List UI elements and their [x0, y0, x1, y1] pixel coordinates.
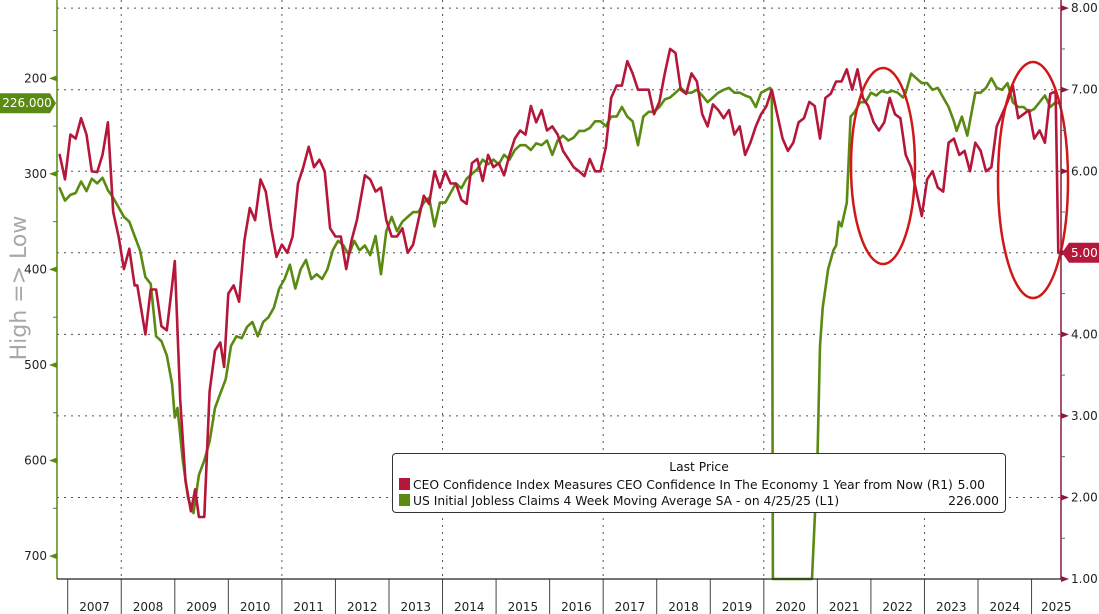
- left-tick-label: 300: [24, 167, 47, 181]
- year-label: 2009: [186, 600, 217, 614]
- right-tick-label: 2.00: [1071, 490, 1098, 504]
- year-label: 2008: [133, 600, 164, 614]
- year-label: 2019: [722, 600, 753, 614]
- right-tick-marker: [1061, 86, 1069, 93]
- year-label: 2011: [293, 600, 324, 614]
- left-last-value-text: 226.000: [2, 96, 52, 110]
- year-label: 2012: [347, 600, 378, 614]
- year-label: 2007: [79, 600, 110, 614]
- right-tick-marker: [1061, 168, 1069, 175]
- year-label: 2016: [561, 600, 592, 614]
- year-label: 2014: [454, 600, 485, 614]
- right-tick-marker: [1061, 412, 1069, 419]
- annotation-ellipse-2025: [996, 60, 1070, 300]
- year-dividers: [67, 579, 1033, 614]
- legend-swatch-ceo-confidence: [399, 478, 410, 490]
- year-label: 2017: [615, 600, 646, 614]
- year-label: 2024: [990, 600, 1021, 614]
- left-tick-label: 200: [24, 71, 47, 85]
- year-label: 2021: [829, 600, 860, 614]
- right-tick-label: 6.00: [1071, 164, 1098, 178]
- legend-label-ceo-confidence: CEO Confidence Index Measures CEO Confid…: [413, 478, 953, 492]
- year-label: 2010: [240, 600, 271, 614]
- left-tick-marker: [49, 553, 57, 560]
- last-value-badges: 226.000 5.00: [0, 93, 1099, 263]
- year-label: 2015: [508, 600, 539, 614]
- left-tick-label: 700: [24, 549, 47, 563]
- right-tick-label: 3.00: [1071, 409, 1098, 423]
- legend-value-ceo-confidence: 5.00: [957, 478, 985, 492]
- left-last-value-badge: [0, 93, 56, 114]
- legend-entry-ceo-confidence: CEO Confidence Index Measures CEO Confid…: [399, 477, 999, 493]
- year-label: 2018: [668, 600, 699, 614]
- right-tick-marker: [1061, 576, 1069, 582]
- right-axis-ticks: 1.00 2.00 3.00 4.00 6.00 7.00 8.00: [1061, 1, 1098, 586]
- series-layer: [58, 47, 1060, 581]
- left-axis-ticks: 200 300 400 500 600 700: [24, 30, 57, 563]
- axes: [56, 0, 1062, 580]
- left-tick-marker: [49, 75, 57, 82]
- legend-title: Last Price: [669, 460, 729, 474]
- year-label: 2022: [882, 600, 913, 614]
- left-tick-label: 600: [24, 454, 47, 468]
- year-label: 2025: [1041, 600, 1072, 614]
- right-tick-label: 4.00: [1071, 327, 1098, 341]
- right-tick-label: 8.00: [1071, 1, 1098, 15]
- left-tick-marker: [49, 361, 57, 368]
- legend-label-jobless-claims: US Initial Jobless Claims 4 Week Moving …: [413, 494, 840, 508]
- legend-entry-jobless-claims: US Initial Jobless Claims 4 Week Moving …: [399, 493, 999, 509]
- year-label: 2020: [775, 600, 806, 614]
- right-tick-marker: [1061, 331, 1069, 338]
- left-axis-title: High => Low: [7, 216, 32, 361]
- left-tick-marker: [49, 170, 57, 177]
- right-last-value-text: 5.00: [1071, 246, 1098, 260]
- annotation-ellipse-2022: [849, 66, 917, 266]
- legend-swatch-jobless-claims: [399, 494, 410, 506]
- x-axis-year-labels: 2007 2008 2009 2010 2011 2012 2013 2014 2015 2016…: [79, 600, 1071, 614]
- year-label: 2013: [400, 600, 431, 614]
- left-tick-marker: [49, 266, 57, 273]
- right-tick-label: 1.00: [1071, 572, 1098, 586]
- series-line-jobless-claims: [58, 72, 1060, 581]
- left-tick-label: 500: [24, 358, 47, 372]
- right-tick-marker: [1061, 5, 1069, 12]
- legend: Last Price CEO Confidence Index Measures…: [392, 453, 1006, 513]
- year-label: 2023: [936, 600, 967, 614]
- right-last-value-badge: [1062, 242, 1099, 263]
- left-tick-marker: [49, 457, 57, 464]
- annotations: [849, 60, 1070, 300]
- right-tick-label: 7.00: [1071, 83, 1098, 97]
- legend-value-jobless-claims: 226.000: [948, 494, 999, 508]
- right-tick-marker: [1061, 494, 1069, 501]
- left-tick-label: 400: [24, 262, 47, 276]
- series-line-ceo-confidence: [58, 47, 1060, 519]
